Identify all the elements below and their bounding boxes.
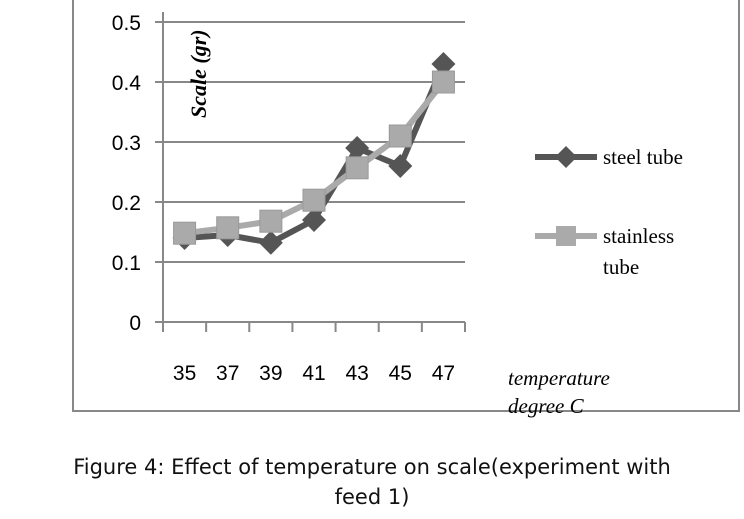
- figure-caption-line2: feed 1): [334, 485, 410, 509]
- stainless-tube-point: [173, 221, 197, 245]
- legend-square-icon: [556, 226, 576, 246]
- y-axis-title: Scale (gr): [186, 29, 211, 118]
- x-tick-label: 43: [345, 362, 368, 385]
- legend-label: tube: [603, 255, 639, 279]
- stainless-tube-point: [345, 156, 369, 180]
- x-tick-label: 39: [259, 362, 282, 385]
- steel-tube-point: [258, 230, 283, 255]
- legend-label: steel tube: [603, 145, 683, 169]
- figure-caption-line1: Figure 4: Effect of temperature on scale…: [73, 455, 671, 479]
- y-tick-label: 0.5: [112, 12, 141, 35]
- steel-tube-point: [302, 208, 326, 232]
- x-tick-label: 35: [173, 362, 196, 385]
- stainless-tube-point: [216, 216, 240, 240]
- x-axis-title: degree C: [508, 394, 585, 418]
- y-tick-label: 0: [129, 312, 141, 335]
- stainless-tube-point: [302, 188, 326, 212]
- y-tick-label: 0.1: [112, 252, 141, 275]
- steel-tube-point: [345, 136, 370, 160]
- stainless-tube-point: [259, 209, 283, 233]
- stainless-tube-point: [388, 124, 412, 148]
- x-tick-label: 45: [389, 362, 412, 385]
- y-tick-label: 0.2: [112, 192, 141, 215]
- steel-tube-point: [431, 52, 456, 76]
- stainless-tube-point: [431, 70, 455, 94]
- y-tick-label: 0.4: [112, 72, 142, 95]
- chart-frame: [72, 0, 740, 412]
- legend-label: stainless: [603, 224, 674, 248]
- y-tick-label: 0.3: [112, 132, 141, 155]
- x-tick-label: 37: [216, 362, 239, 385]
- steel-tube-point: [388, 154, 413, 178]
- x-axis-title: temperature: [508, 366, 610, 390]
- legend-diamond-icon: [555, 146, 577, 168]
- line-chart: 0 0.1 0.2 0.3 0.4 0.5 35 37 39 41 43 45 47 steel tube…: [112, 12, 683, 418]
- x-tick-label: 47: [432, 362, 455, 385]
- x-tick-label: 41: [302, 362, 325, 385]
